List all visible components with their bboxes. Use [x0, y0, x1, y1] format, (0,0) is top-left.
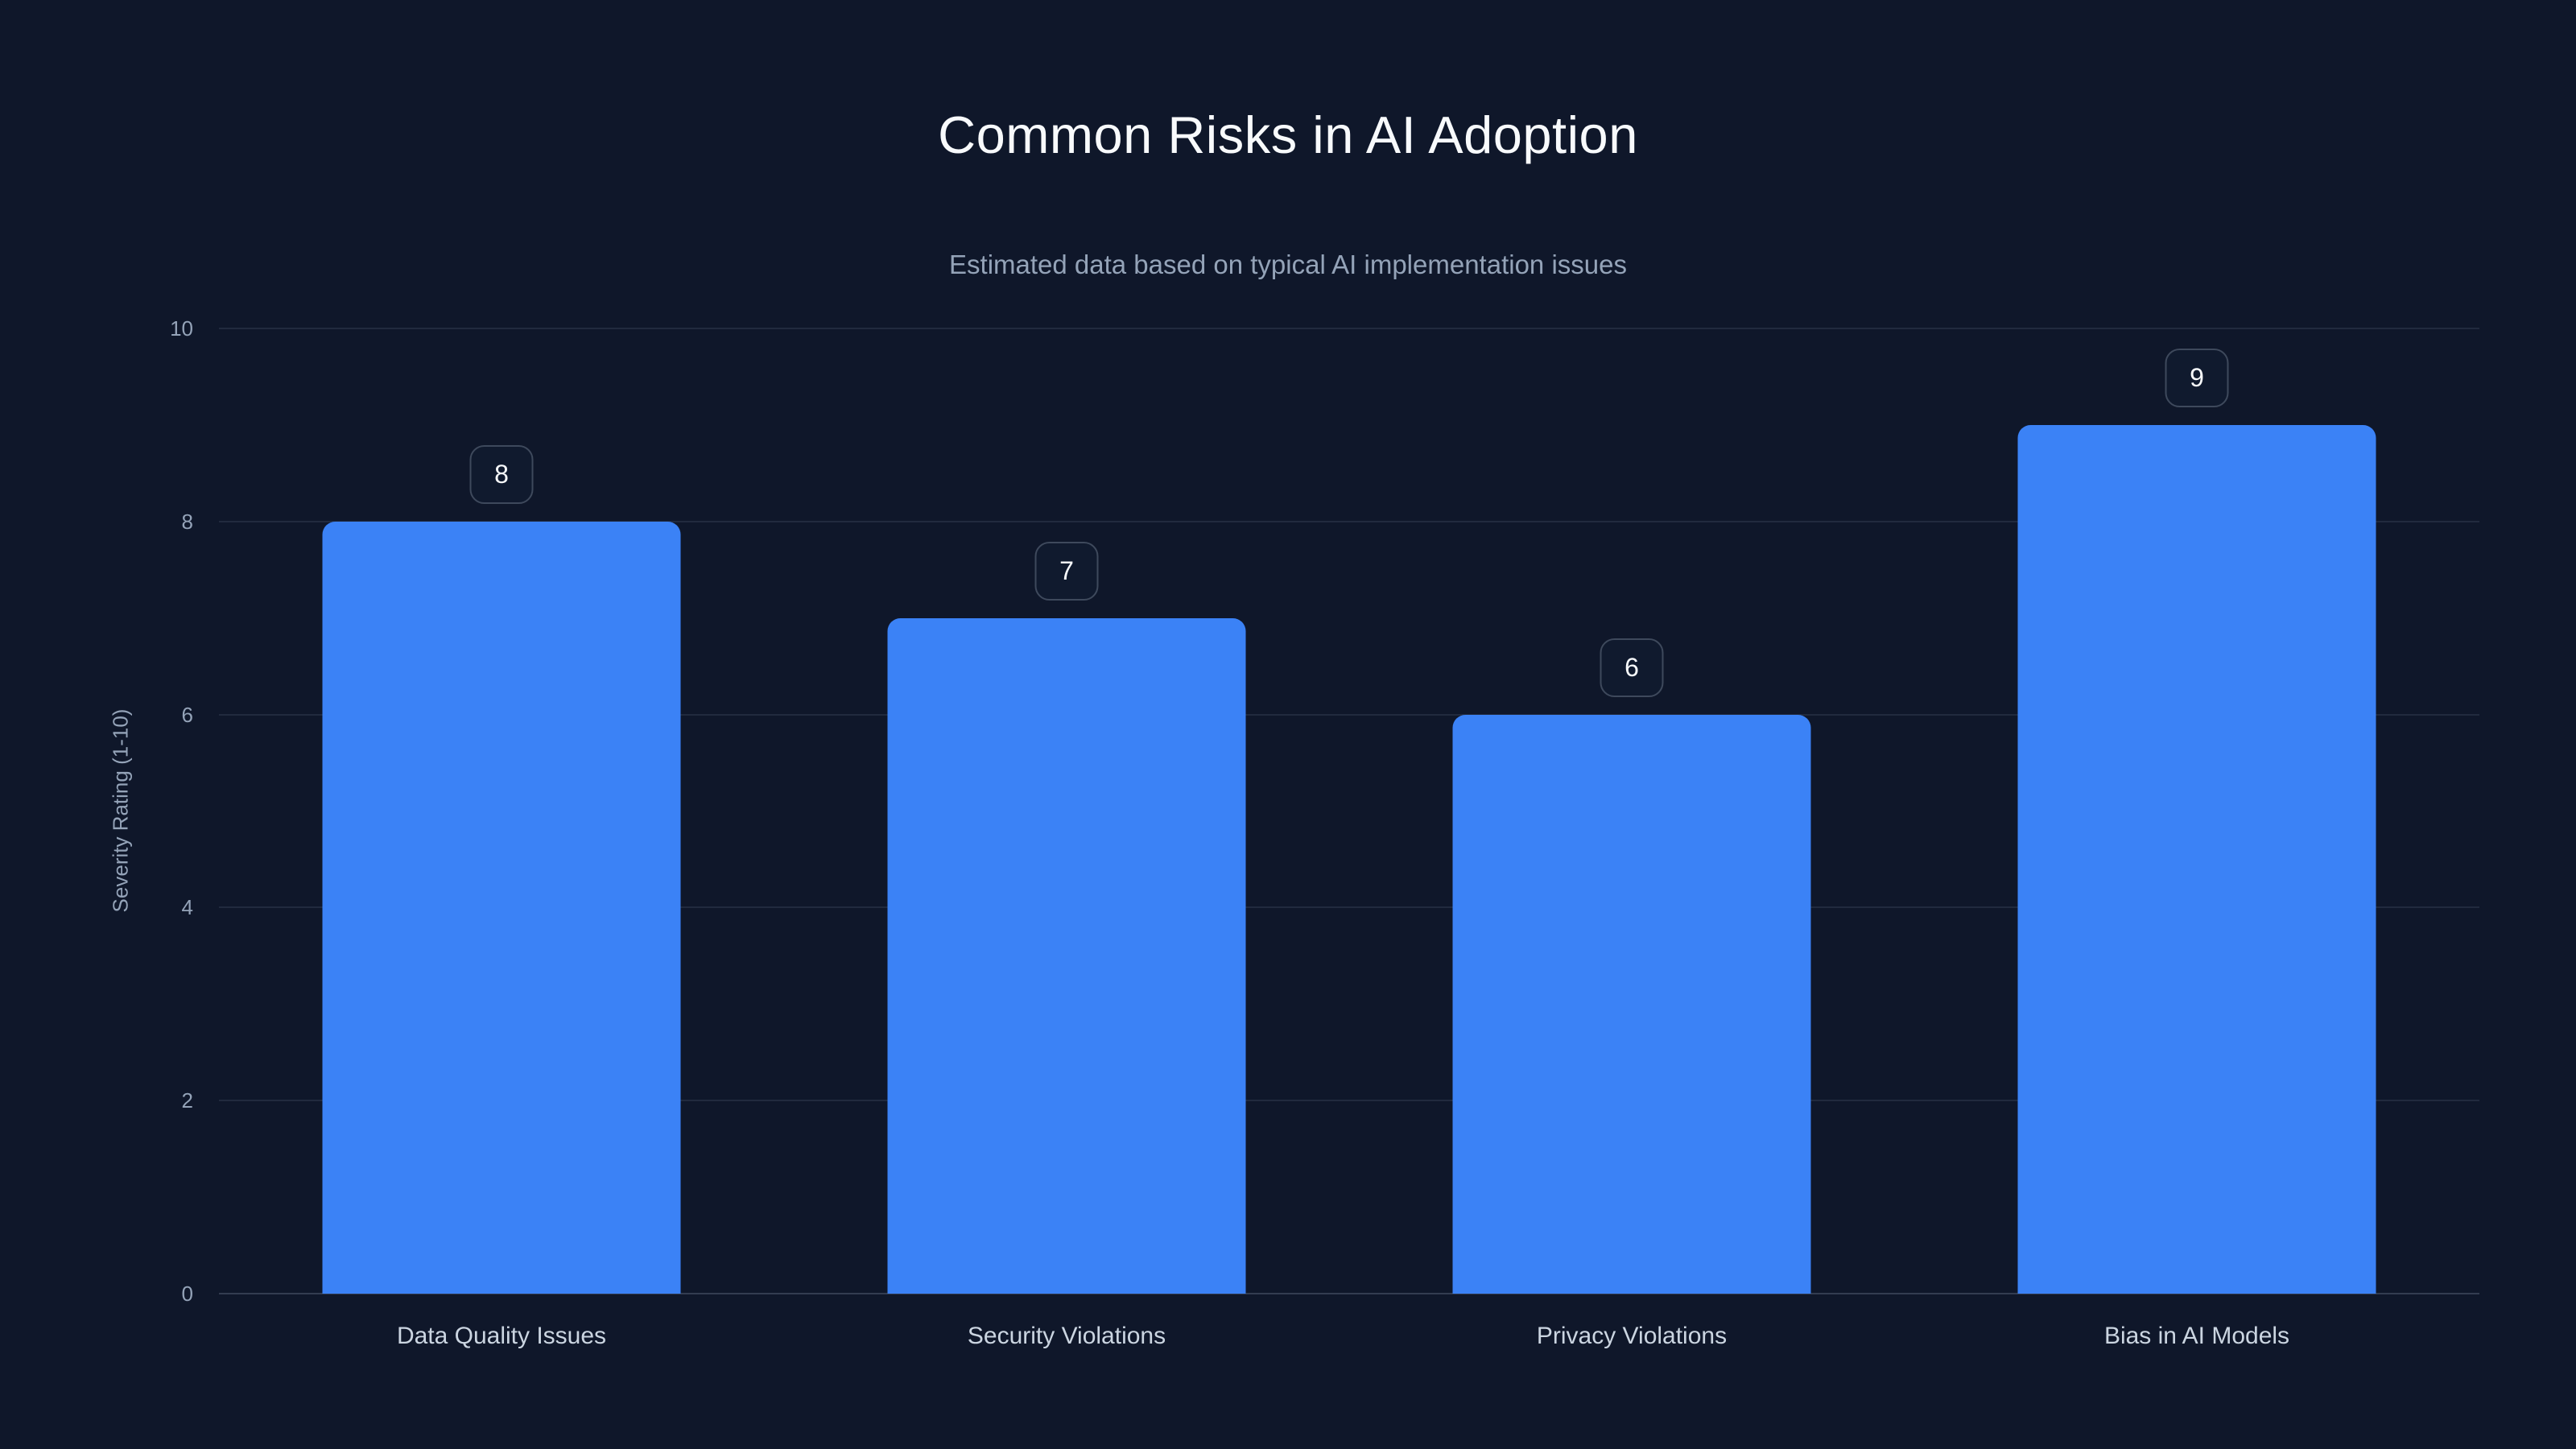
gridline	[219, 328, 2479, 329]
bar-group-bias-in-ai-models: 9	[1914, 328, 2479, 1294]
y-tick-label: 4	[181, 895, 193, 920]
value-label: 6	[1624, 652, 1639, 682]
y-tick-label: 10	[170, 316, 193, 341]
value-label-chip: 7	[1034, 541, 1099, 601]
bar-group-data-quality-issues: 8	[219, 328, 784, 1294]
gridline	[219, 520, 2479, 522]
value-label-chip: 6	[1600, 638, 1664, 697]
value-label: 9	[2190, 362, 2204, 392]
bar-group-security-violations: 7	[784, 328, 1349, 1294]
x-axis-label-bias-in-ai-models: Bias in AI Models	[2103, 1323, 2290, 1349]
value-label: 8	[494, 459, 509, 489]
bar-bias-in-ai-models[interactable]	[2017, 424, 2376, 1294]
y-tick-label: 2	[181, 1088, 193, 1113]
gridline	[219, 1100, 2479, 1102]
bar-data-quality-issues[interactable]	[322, 521, 681, 1294]
x-axis: Data Quality Issues Security Violations …	[219, 1311, 2479, 1362]
bar-group-privacy-violations: 6	[1349, 328, 1914, 1294]
value-label-chip: 9	[2165, 348, 2229, 407]
chart-title: Common Risks in AI Adoption	[938, 105, 1638, 164]
y-tick-label: 0	[181, 1282, 193, 1306]
chart-subtitle: Estimated data based on typical AI imple…	[949, 250, 1627, 279]
y-tick-label: 8	[181, 509, 193, 534]
y-tick-label: 6	[181, 702, 193, 727]
value-label-chip: 8	[469, 444, 534, 504]
bar-security-violations[interactable]	[887, 617, 1246, 1294]
gridline	[219, 1293, 2479, 1294]
gridline	[219, 906, 2479, 909]
gridline	[219, 713, 2479, 716]
x-axis-label-privacy-violations: Privacy Violations	[1536, 1323, 1728, 1349]
plot-area: 0 2 4 6 8 10 8	[170, 318, 2479, 1304]
x-axis-label-data-quality-issues: Data Quality Issues	[396, 1323, 607, 1349]
bar-privacy-violations[interactable]	[1452, 714, 1811, 1294]
value-label: 7	[1059, 555, 1074, 585]
y-axis-title: Severity Rating (1-10)	[108, 708, 133, 913]
x-axis-label-security-violations: Security Violations	[967, 1323, 1166, 1349]
